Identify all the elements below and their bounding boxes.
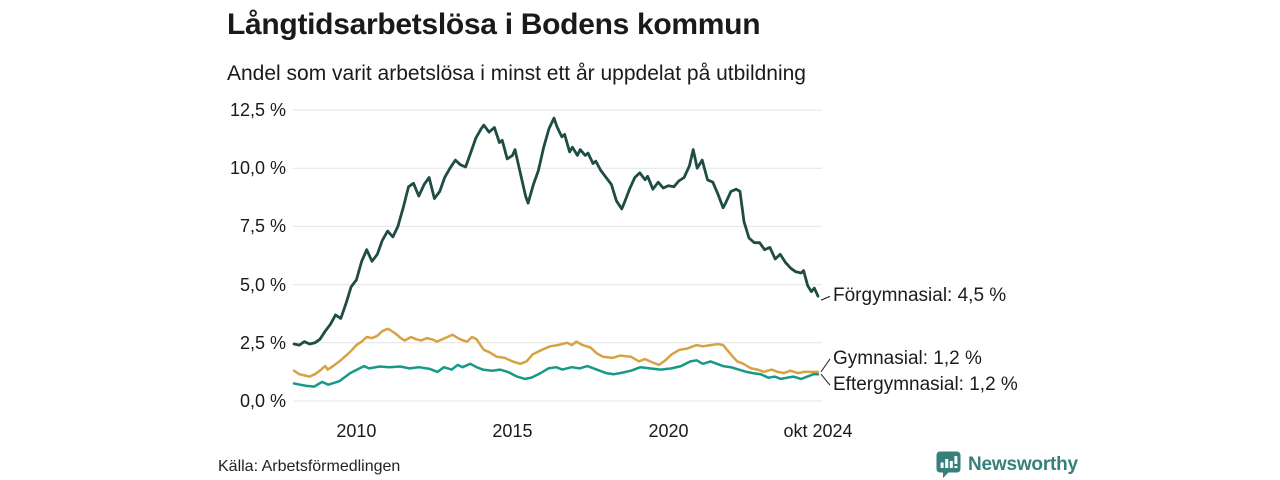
chart-subtitle: Andel som varit arbetslösa i minst ett å… xyxy=(227,62,806,85)
x-axis-tick-label: 2020 xyxy=(648,421,689,441)
x-axis-tick-label: 2015 xyxy=(492,421,533,441)
y-axis-tick-label: 5,0 % xyxy=(239,274,286,295)
brand-logo: Newsworthy xyxy=(936,451,1078,478)
y-axis-tick-label: 7,5 % xyxy=(239,216,286,237)
y-axis-tick-label: 12,5 % xyxy=(229,100,286,120)
series-line-gymnasial xyxy=(292,327,820,378)
y-axis-tick-label: 2,5 % xyxy=(239,332,286,353)
series-label-eftergymnasial: Eftergymnasial: 1,2 % xyxy=(833,374,1018,396)
series-line-eftergymnasial xyxy=(292,359,820,388)
newsworthy-chart-bubble-icon xyxy=(936,451,961,478)
label-connector xyxy=(820,358,831,373)
source-note: Källa: Arbetsförmedlingen xyxy=(218,458,401,475)
y-axis-tick-label: 0,0 % xyxy=(239,391,286,411)
x-axis-tick-label: okt 2024 xyxy=(783,421,853,441)
series-label-förgymnasial: Förgymnasial: 4,5 % xyxy=(833,285,1007,307)
brand-name: Newsworthy xyxy=(968,453,1078,475)
chart-title: Långtidsarbetslösa i Bodens kommun xyxy=(227,8,761,41)
label-connector xyxy=(820,373,831,386)
x-axis-tick-label: 2010 xyxy=(336,421,377,441)
label-connector xyxy=(820,295,831,301)
series-label-gymnasial: Gymnasial: 1,2 % xyxy=(833,347,982,369)
y-axis-tick-label: 10,0 % xyxy=(229,158,286,179)
series-line-förgymnasial xyxy=(292,116,820,347)
